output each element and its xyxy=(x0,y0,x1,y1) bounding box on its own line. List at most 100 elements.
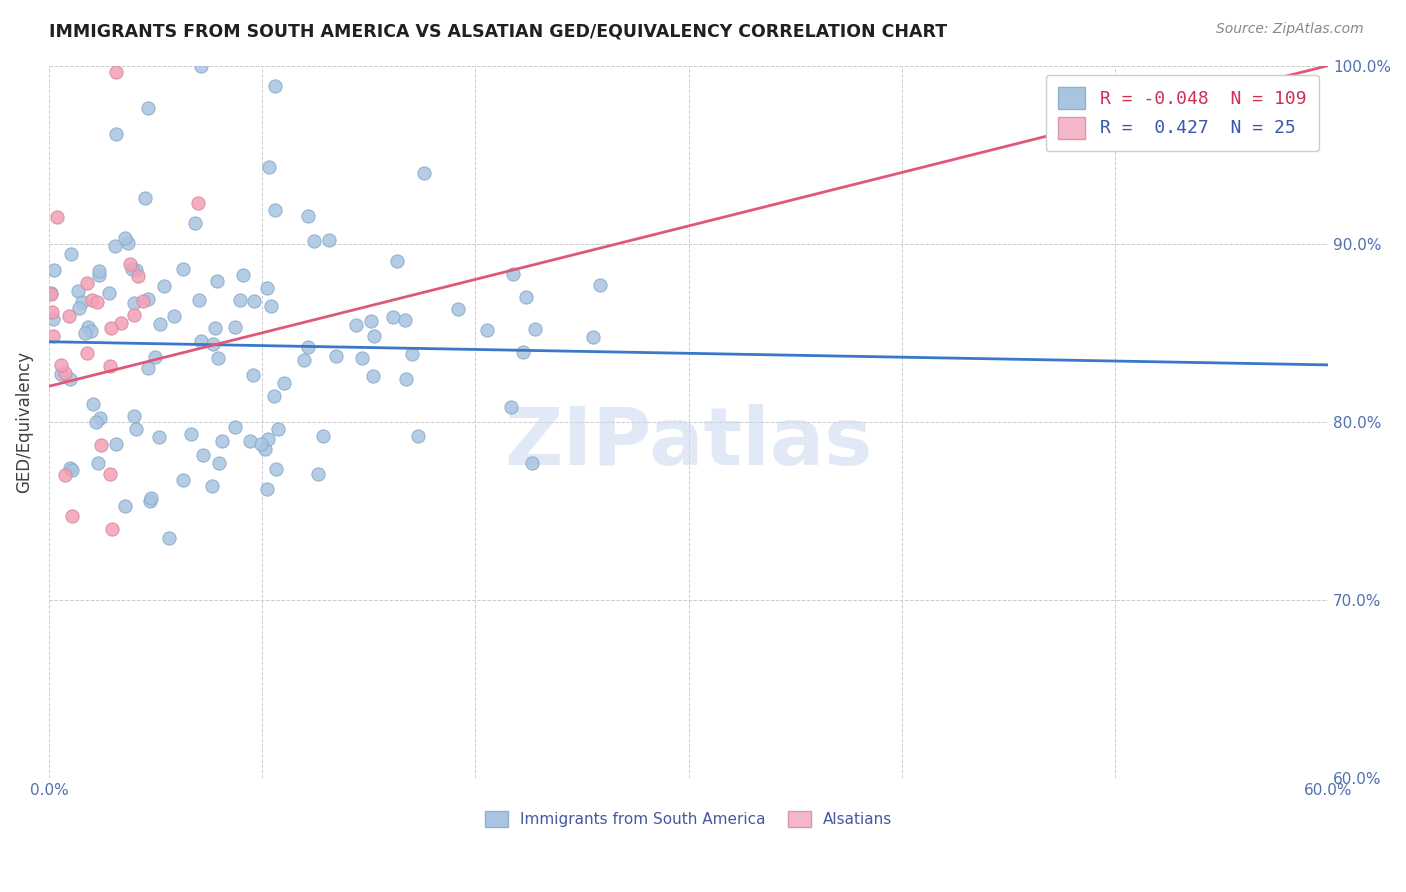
Y-axis label: GED/Equivalency: GED/Equivalency xyxy=(15,351,32,493)
Point xyxy=(136,292,159,306)
Point xyxy=(256,483,278,497)
Point xyxy=(254,442,277,456)
Point xyxy=(153,279,176,293)
Point xyxy=(122,308,145,322)
Point xyxy=(136,102,159,116)
Point xyxy=(256,281,278,295)
Point xyxy=(58,309,80,323)
Point xyxy=(224,320,246,334)
Point xyxy=(134,191,156,205)
Point xyxy=(344,318,367,332)
Point xyxy=(70,294,93,309)
Point xyxy=(124,422,146,436)
Point xyxy=(89,268,111,282)
Point xyxy=(114,500,136,514)
Point xyxy=(582,330,605,344)
Point xyxy=(229,293,252,308)
Point xyxy=(201,479,224,493)
Point xyxy=(42,329,65,343)
Point xyxy=(292,353,315,368)
Point xyxy=(125,262,148,277)
Point xyxy=(100,321,122,335)
Point xyxy=(264,203,287,218)
Point xyxy=(98,467,121,481)
Point xyxy=(523,321,546,335)
Point xyxy=(80,324,103,338)
Point xyxy=(97,285,120,300)
Point xyxy=(136,361,159,376)
Point xyxy=(141,491,163,505)
Point xyxy=(406,429,429,443)
Point xyxy=(211,434,233,449)
Point xyxy=(53,366,76,380)
Point xyxy=(82,397,104,411)
Point xyxy=(242,368,264,382)
Point xyxy=(363,329,385,343)
Point xyxy=(86,294,108,309)
Point xyxy=(60,463,83,477)
Text: ZIPatlas: ZIPatlas xyxy=(505,404,873,483)
Point xyxy=(502,267,524,281)
Point xyxy=(172,473,194,487)
Point xyxy=(239,434,262,448)
Point xyxy=(520,456,543,470)
Point xyxy=(172,262,194,277)
Point xyxy=(350,351,373,365)
Point xyxy=(273,376,295,391)
Point xyxy=(59,461,82,475)
Point xyxy=(297,209,319,223)
Text: IMMIGRANTS FROM SOUTH AMERICA VS ALSATIAN GED/EQUIVALENCY CORRELATION CHART: IMMIGRANTS FROM SOUTH AMERICA VS ALSATIA… xyxy=(49,22,948,40)
Point xyxy=(42,311,65,326)
Point xyxy=(325,349,347,363)
Point xyxy=(105,437,128,451)
Point xyxy=(302,235,325,249)
Point xyxy=(60,508,83,523)
Point xyxy=(76,320,98,334)
Point xyxy=(59,247,82,261)
Point xyxy=(264,79,287,94)
Point xyxy=(87,456,110,470)
Point xyxy=(401,347,423,361)
Point xyxy=(312,429,335,443)
Point xyxy=(143,350,166,364)
Point xyxy=(104,238,127,252)
Point xyxy=(190,334,212,348)
Point xyxy=(49,367,72,381)
Point xyxy=(188,293,211,308)
Point xyxy=(87,264,110,278)
Point xyxy=(208,456,231,470)
Point xyxy=(260,299,283,313)
Point xyxy=(120,257,142,271)
Point xyxy=(257,160,280,174)
Point xyxy=(360,314,382,328)
Point xyxy=(41,305,63,319)
Point xyxy=(515,290,537,304)
Point xyxy=(149,318,172,332)
Point xyxy=(67,301,90,315)
Point xyxy=(264,462,287,476)
Point xyxy=(90,438,112,452)
Point xyxy=(395,372,418,386)
Point xyxy=(263,389,285,403)
Point xyxy=(42,263,65,277)
Point xyxy=(67,284,90,298)
Point xyxy=(201,337,224,351)
Legend: Immigrants from South America, Alsatians: Immigrants from South America, Alsatians xyxy=(477,804,900,835)
Point xyxy=(55,467,77,482)
Point xyxy=(49,358,72,372)
Point xyxy=(110,316,132,330)
Point xyxy=(39,285,62,300)
Point xyxy=(243,294,266,309)
Point xyxy=(121,261,143,276)
Point xyxy=(104,128,127,142)
Point xyxy=(162,309,184,323)
Point xyxy=(148,430,170,444)
Point xyxy=(114,231,136,245)
Point xyxy=(267,422,290,436)
Point xyxy=(477,323,499,337)
Point xyxy=(157,531,180,545)
Point xyxy=(76,346,98,360)
Point xyxy=(84,415,107,429)
Point xyxy=(589,278,612,293)
Point xyxy=(122,409,145,423)
